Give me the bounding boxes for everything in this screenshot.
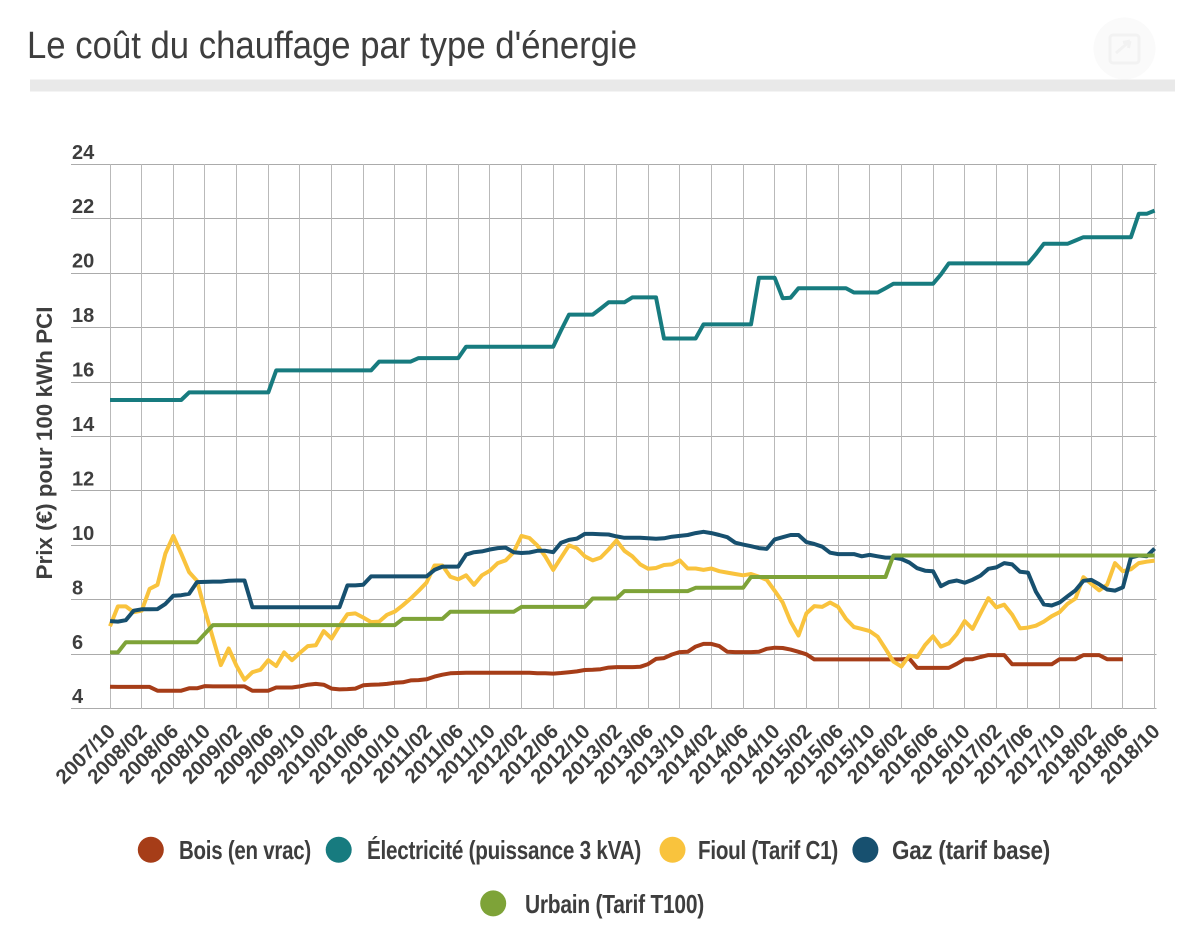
svg-text:24: 24 (72, 142, 95, 164)
svg-text:Le coût du chauffage par type: Le coût du chauffage par type d'énergie (27, 25, 637, 67)
svg-text:Urbain (Tarif T100): Urbain (Tarif T100) (525, 889, 704, 919)
svg-text:10: 10 (72, 523, 94, 545)
svg-text:Prix (€) pour 100 kWh PCI: Prix (€) pour 100 kWh PCI (32, 307, 57, 580)
svg-text:Fioul (Tarif C1): Fioul (Tarif C1) (698, 835, 838, 865)
svg-text:Bois (en vrac): Bois (en vrac) (179, 835, 311, 865)
svg-text:14: 14 (72, 414, 95, 436)
svg-text:20: 20 (72, 251, 94, 273)
svg-text:Électricité (puissance 3 kVA): Électricité (puissance 3 kVA) (367, 835, 641, 865)
svg-text:22: 22 (72, 196, 94, 218)
svg-text:Gaz (tarif base): Gaz (tarif base) (892, 835, 1050, 865)
svg-text:6: 6 (72, 632, 83, 654)
svg-text:12: 12 (72, 468, 94, 490)
svg-text:4: 4 (72, 686, 84, 708)
svg-text:16: 16 (72, 360, 94, 382)
svg-text:8: 8 (72, 577, 83, 599)
svg-text:18: 18 (72, 305, 94, 327)
